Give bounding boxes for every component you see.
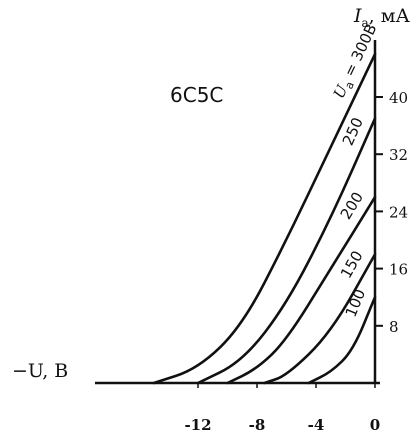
- x-tick-label: -12: [184, 416, 211, 434]
- curve-label: 100: [342, 286, 370, 319]
- y-axis-label-subscript: a: [362, 16, 369, 30]
- x-tick-label: 0: [370, 416, 380, 434]
- y-tick-label: 40: [389, 89, 408, 107]
- curve-line: [152, 52, 377, 385]
- y-ticks: 8 16 24 32 40: [375, 89, 408, 336]
- x-tick-label: -4: [308, 416, 325, 434]
- y-tick-label: 32: [389, 146, 408, 164]
- chart-title: 6С5С: [170, 83, 223, 107]
- curve-label-subscript: a: [342, 79, 357, 91]
- y-axis-label-unit: , мА: [369, 5, 411, 27]
- curves: [152, 52, 377, 385]
- curve-line: [196, 117, 377, 385]
- curve-line: [307, 295, 377, 385]
- x-tick-label: -8: [249, 416, 266, 434]
- y-axis-label-symbol: I: [353, 5, 362, 27]
- y-tick-label: 16: [389, 261, 408, 279]
- y-tick-label: 24: [389, 203, 408, 221]
- curve-line: [226, 195, 377, 385]
- x-ticks: -12 -8 -4 0: [184, 383, 380, 434]
- y-axis-label: Ia, мА: [353, 5, 411, 30]
- y-tick-label: 8: [389, 318, 399, 336]
- x-axis-label: −U, В: [12, 360, 68, 382]
- curve-line: [263, 253, 377, 385]
